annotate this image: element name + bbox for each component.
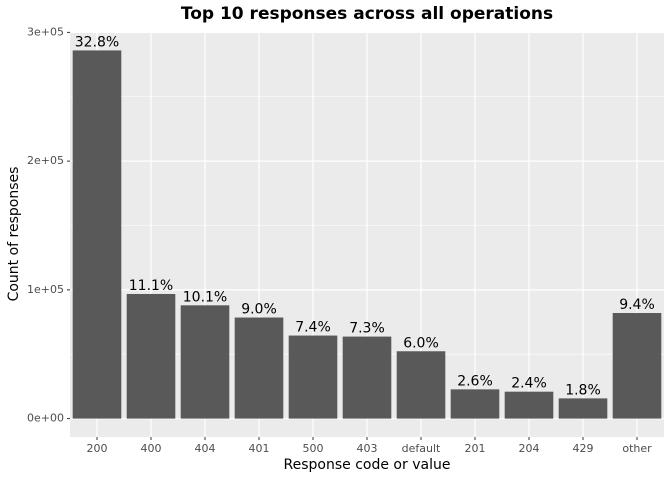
y-tick-label: 0e+00 [27,412,64,425]
x-tick-label: 404 [195,442,216,455]
bar [180,305,230,419]
x-tick-label: 200 [87,442,108,455]
x-tick-label: 400 [141,442,162,455]
bar-label: 1.8% [565,382,601,398]
bar [126,293,176,419]
bar [72,50,122,419]
bar-label: 11.1% [129,278,173,294]
x-tick-label: other [622,442,652,455]
bar-label: 10.1% [183,289,227,305]
x-tick-label: 201 [465,442,486,455]
bar-label: 2.6% [457,373,493,389]
x-tick-label: 429 [573,442,594,455]
bar-label: 7.4% [295,320,331,336]
bar [396,351,446,419]
bar [612,313,662,419]
bar-label: 9.4% [619,297,655,313]
y-tick-label: 3e+05 [27,25,64,38]
chart-title: Top 10 responses across all operations [181,4,553,24]
x-tick-label: default [402,442,441,455]
x-tick-label: 401 [249,442,270,455]
marks [72,50,662,419]
bar-label: 32.8% [75,34,119,50]
bar [234,317,284,419]
bar-label: 7.3% [349,321,385,337]
x-tick-label: 403 [357,442,378,455]
x-tick-label: 500 [303,442,324,455]
bar-label: 6.0% [403,335,439,351]
bar-label: 2.4% [511,376,547,392]
y-tick-label: 2e+05 [27,154,64,167]
bar [450,389,500,419]
x-axis-title: Response code or value [284,457,451,473]
y-tick-label: 1e+05 [27,283,64,296]
x-tick-label: 204 [519,442,540,455]
bar [504,391,554,419]
bar-label: 9.0% [241,302,277,318]
bar [558,398,608,419]
bar [342,336,392,419]
bar [288,335,338,419]
y-axis-title: Count of responses [6,167,22,302]
